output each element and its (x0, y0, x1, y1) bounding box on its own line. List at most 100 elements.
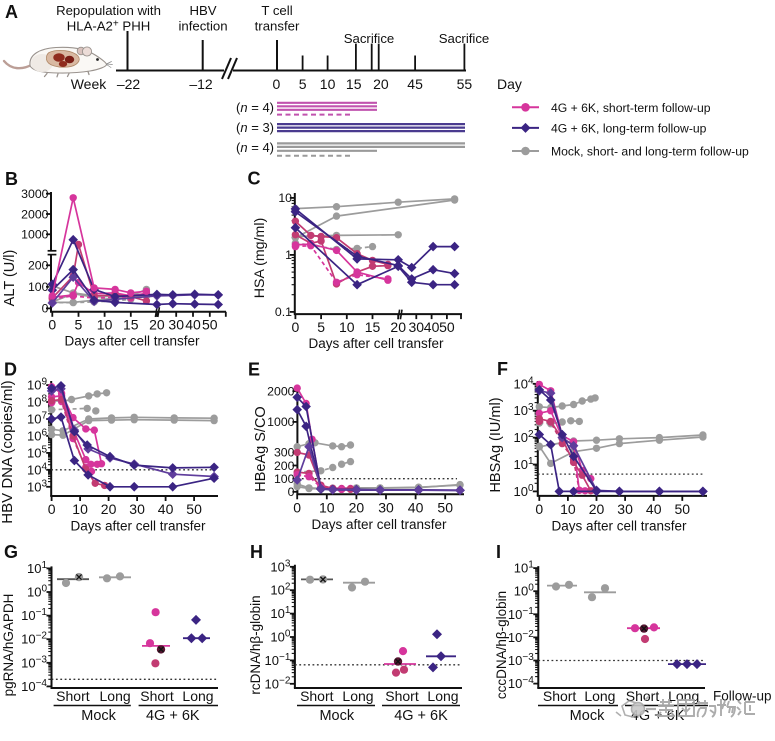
svg-text:ALT (U/l): ALT (U/l) (2, 250, 18, 307)
svg-text:10: 10 (319, 499, 335, 515)
svg-text:4G + 6K: 4G + 6K (146, 708, 200, 724)
svg-text:20: 20 (349, 499, 365, 515)
svg-text:200: 200 (28, 259, 49, 273)
svg-text:10: 10 (278, 191, 292, 205)
svg-text:0: 0 (288, 485, 295, 499)
svg-text:100: 100 (28, 280, 49, 294)
svg-text:30: 30 (129, 501, 145, 517)
svg-text:Mock: Mock (570, 708, 605, 724)
svg-text:Days after cell transfer: Days after cell transfer (551, 519, 687, 534)
svg-text:40: 40 (408, 499, 424, 515)
svg-text:Days after cell transfer: Days after cell transfer (70, 519, 206, 534)
svg-text:transfer: transfer (255, 19, 300, 34)
svg-text:Short: Short (56, 688, 90, 704)
svg-text:(n = 3): (n = 3) (236, 120, 274, 135)
svg-text:50: 50 (202, 317, 218, 333)
svg-text:HBSAg (IU/ml): HBSAg (IU/ml) (488, 397, 504, 492)
svg-text:I: I (496, 542, 501, 562)
svg-text:cccDNA/hβ-globin: cccDNA/hβ-globin (494, 591, 509, 699)
svg-text:5: 5 (299, 76, 307, 92)
svg-text:pgRNA/hGAPDH: pgRNA/hGAPDH (1, 594, 16, 697)
svg-text:Mock: Mock (81, 708, 116, 724)
svg-text:Short: Short (140, 688, 174, 704)
svg-text:5: 5 (317, 319, 325, 335)
svg-text:10: 10 (320, 76, 336, 92)
svg-text:G: G (4, 542, 18, 562)
svg-text:Repopulation with: Repopulation with (56, 3, 161, 18)
svg-text:20: 20 (149, 317, 165, 333)
svg-text:(n = 4): (n = 4) (236, 140, 274, 155)
svg-text:20: 20 (101, 501, 117, 517)
svg-text:Days after cell transfer: Days after cell transfer (311, 517, 447, 532)
svg-text:20: 20 (390, 319, 406, 335)
svg-text:Days after cell transfer: Days after cell transfer (308, 336, 444, 351)
svg-text:15: 15 (365, 319, 381, 335)
svg-text:20: 20 (373, 76, 389, 92)
svg-text:3000: 3000 (21, 187, 49, 201)
svg-text:–12: –12 (189, 76, 213, 92)
svg-text:4G + 6K, short-term follow-up: 4G + 6K, short-term follow-up (551, 101, 711, 115)
svg-text:Long: Long (584, 688, 615, 704)
svg-text:B: B (5, 169, 18, 189)
svg-text:HBV DNA (copies/ml): HBV DNA (copies/ml) (0, 380, 16, 523)
svg-text:HSA (mg/ml): HSA (mg/ml) (252, 218, 268, 298)
svg-text:Week: Week (71, 76, 108, 92)
svg-text:Long: Long (342, 688, 373, 704)
svg-text:2000: 2000 (21, 207, 49, 221)
svg-text:T cell: T cell (261, 3, 292, 18)
svg-text:0: 0 (48, 317, 56, 333)
svg-text:HBeAg S/CO: HBeAg S/CO (253, 406, 269, 491)
svg-text:–22: –22 (117, 76, 141, 92)
svg-text:Short: Short (626, 688, 660, 704)
svg-text:HLA-A2+ PHH: HLA-A2+ PHH (67, 19, 151, 34)
svg-text:Sacrifice: Sacrifice (344, 31, 395, 46)
svg-text:Short: Short (543, 688, 577, 704)
svg-text:Days after cell transfer: Days after cell transfer (64, 334, 200, 349)
svg-text:45: 45 (407, 76, 423, 92)
svg-text:0.1: 0.1 (275, 305, 292, 319)
svg-text:40: 40 (158, 501, 174, 517)
svg-text:Short: Short (385, 688, 419, 704)
svg-text:2000: 2000 (267, 385, 295, 399)
svg-text:40: 40 (424, 319, 440, 335)
svg-text:1000: 1000 (21, 228, 49, 242)
svg-text:4G + 6K, long-term follow-up: 4G + 6K, long-term follow-up (551, 122, 707, 136)
svg-text:F: F (497, 359, 508, 379)
svg-text:30: 30 (378, 499, 394, 515)
svg-text:30: 30 (409, 319, 425, 335)
svg-text:H: H (250, 542, 263, 562)
svg-text:20: 20 (589, 501, 605, 517)
svg-text:Mock, short- and long-term fol: Mock, short- and long-term follow-up (551, 145, 749, 159)
svg-text:55: 55 (457, 76, 473, 92)
svg-text:Follow-up: Follow-up (713, 689, 772, 704)
svg-text:15: 15 (123, 317, 139, 333)
svg-text:4G + 6K: 4G + 6K (394, 708, 448, 724)
svg-text:5: 5 (75, 317, 83, 333)
svg-text:0: 0 (292, 319, 300, 335)
svg-text:Long: Long (100, 688, 131, 704)
svg-text:30: 30 (168, 317, 184, 333)
svg-text:50: 50 (675, 501, 691, 517)
svg-text:15: 15 (346, 76, 362, 92)
svg-text:Day: Day (497, 76, 522, 92)
svg-text:Long: Long (427, 688, 458, 704)
svg-text:rcDNA/hβ-globin: rcDNA/hβ-globin (248, 595, 263, 694)
svg-text:10: 10 (72, 501, 88, 517)
svg-text:50: 50 (186, 501, 202, 517)
svg-text:100: 100 (274, 472, 295, 486)
svg-text:Short: Short (300, 688, 334, 704)
svg-text:30: 30 (617, 501, 633, 517)
svg-text:E: E (248, 360, 260, 380)
svg-text:Long: Long (182, 688, 213, 704)
svg-text:1: 1 (285, 248, 292, 262)
svg-text:300: 300 (274, 446, 295, 460)
svg-text:200: 200 (274, 459, 295, 473)
svg-text:Sacrifice: Sacrifice (439, 31, 490, 46)
svg-text:HBV: HBV (189, 3, 216, 18)
svg-text:A: A (5, 2, 18, 22)
svg-text:0: 0 (293, 499, 301, 515)
svg-text:0: 0 (273, 76, 281, 92)
svg-text:10: 10 (97, 317, 113, 333)
svg-text:50: 50 (439, 319, 455, 335)
svg-text:10: 10 (560, 501, 576, 517)
